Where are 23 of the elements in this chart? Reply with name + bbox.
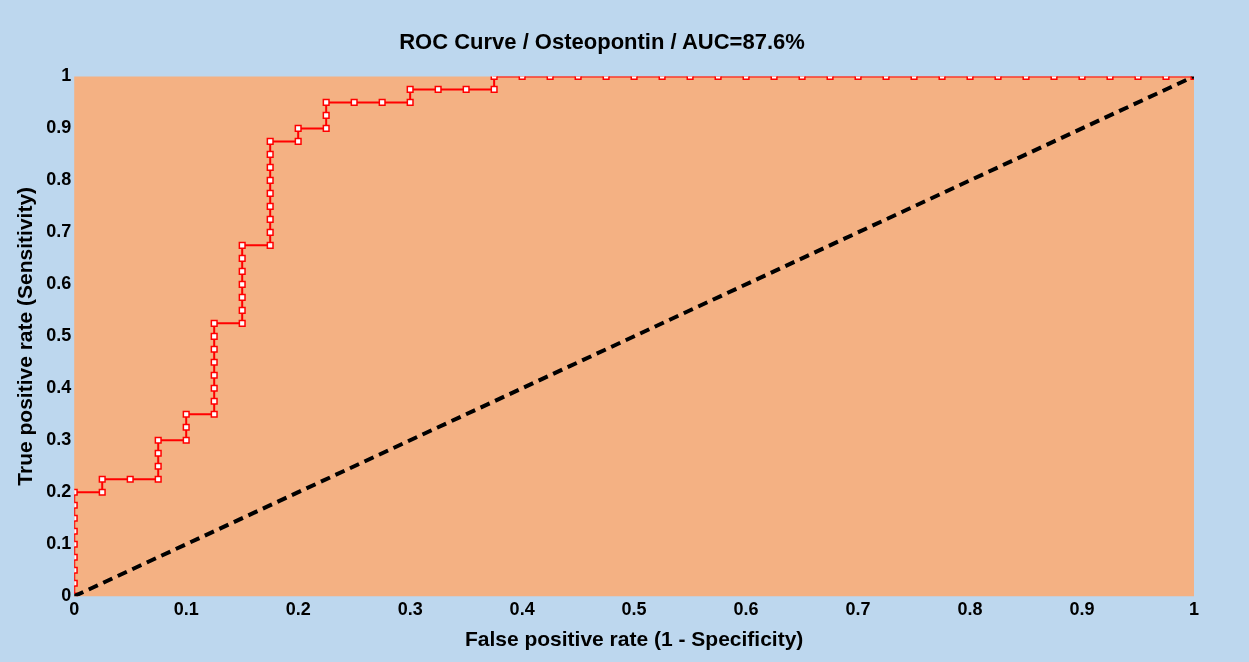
x-tick-label: 1 <box>1188 598 1200 619</box>
x-axis-title: False positive rate (1 - Specificity) <box>464 627 804 651</box>
chart-title: ROC Curve / Osteopontin / AUC=87.6% <box>399 29 805 55</box>
y-tick-label: 0.1 <box>46 533 72 554</box>
x-tick-label: 0.5 <box>621 598 647 619</box>
y-tick-label: 0.3 <box>46 429 72 450</box>
x-tick-label: 0.3 <box>397 598 423 619</box>
y-tick-label: 0.8 <box>46 169 72 190</box>
y-tick-label: 0.7 <box>46 221 72 242</box>
x-tick-label: 0.4 <box>509 598 535 619</box>
x-tick-label: 0.2 <box>285 598 311 619</box>
x-tick-label: 0.9 <box>1069 598 1095 619</box>
y-axis-title: True positive rate (Sensitivity) <box>13 186 37 486</box>
y-tick-label: 0.2 <box>46 481 72 502</box>
y-tick-label: 1 <box>61 65 72 86</box>
x-tick-label: 0.6 <box>733 598 759 619</box>
x-tick-label: 0.7 <box>845 598 871 619</box>
x-tick-label: 0.1 <box>173 598 199 619</box>
y-tick-label: 0.9 <box>46 117 72 138</box>
x-tick-label: 0.8 <box>957 598 983 619</box>
y-tick-label: 0.5 <box>46 325 72 346</box>
y-tick-label: 0.4 <box>46 377 72 398</box>
y-tick-label: 0.6 <box>46 273 72 294</box>
